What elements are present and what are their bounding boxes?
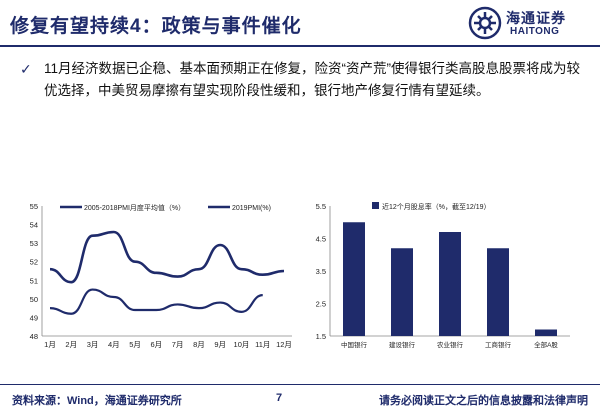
y-tick-label: 2.5 bbox=[316, 300, 326, 309]
x-tick-label: 4月 bbox=[108, 340, 120, 349]
y-tick-label: 4.5 bbox=[316, 235, 326, 244]
x-tick-label: 8月 bbox=[193, 340, 205, 349]
y-tick-label: 55 bbox=[30, 202, 38, 211]
pmi-line-chart: 48 49 50 51 52 53 54 55 1月 2月 3月 4月 5月 6月 7月 8月 9月 10月 11月… bbox=[20, 200, 300, 360]
source-note: 资料来源：Wind，海通证券研究所 bbox=[12, 395, 182, 407]
company-logo: 海通证券 HAITONG bbox=[468, 6, 588, 42]
bar-2 bbox=[391, 248, 413, 336]
x-tick-label: 7月 bbox=[172, 340, 184, 349]
y-tick-label: 53 bbox=[30, 239, 38, 248]
series-line-1 bbox=[49, 230, 285, 284]
series-line-2 bbox=[49, 288, 263, 315]
y-tick-label: 50 bbox=[30, 295, 38, 304]
x-tick-label: 全部A股 bbox=[534, 340, 558, 349]
x-tick-label: 12月 bbox=[276, 340, 292, 349]
pmi-line-chart-svg: 48 49 50 51 52 53 54 55 1月 2月 3月 4月 5月 6月 7月 8月 9月 10月 11月… bbox=[30, 202, 292, 349]
disclaimer-note: 请务必阅读正文之后的信息披露和法律声明 bbox=[379, 395, 588, 407]
legend-label: 2005-2018PMI月度平均值（%） bbox=[84, 203, 185, 212]
haitong-logo-icon bbox=[468, 6, 502, 40]
x-tick-label: 农业银行 bbox=[437, 340, 464, 349]
bar-4 bbox=[487, 248, 509, 336]
y-tick-label: 52 bbox=[30, 258, 38, 267]
x-tick-label: 9月 bbox=[214, 340, 226, 349]
x-tick-label: 3月 bbox=[87, 340, 99, 349]
x-tick-label: 6月 bbox=[151, 340, 163, 349]
y-tick-label: 54 bbox=[30, 221, 38, 230]
x-tick-label: 中国银行 bbox=[341, 340, 368, 349]
page-title: 修复有望持续4：政策与事件催化 bbox=[10, 16, 302, 37]
y-tick-label: 48 bbox=[30, 332, 38, 341]
x-tick-label: 5月 bbox=[129, 340, 141, 349]
y-tick-label: 49 bbox=[30, 313, 38, 322]
x-tick-label: 建设银行 bbox=[389, 340, 416, 349]
page-number: 7 bbox=[276, 392, 283, 404]
y-tick-label: 5.5 bbox=[316, 202, 326, 211]
logo-subtext: HAITONG bbox=[510, 26, 560, 37]
logo-text: 海通证券 bbox=[506, 11, 566, 27]
y-tick-label: 1.5 bbox=[316, 332, 326, 341]
checkmark-icon: ✓ bbox=[20, 61, 32, 77]
x-tick-label: 2月 bbox=[65, 340, 77, 349]
bullet-text: 11月经济数据已企稳、基本面预期正在修复，险资“资产荒”使得银行类高股息股票将成… bbox=[44, 61, 581, 98]
bar-3 bbox=[439, 232, 461, 336]
x-tick-label: 工商银行 bbox=[485, 340, 512, 349]
y-tick-label: 51 bbox=[30, 276, 38, 285]
y-tick-label: 3.5 bbox=[316, 267, 326, 276]
chart-title-legend: 近12个月股息率（%，截至12/19） bbox=[382, 202, 491, 211]
footer-divider bbox=[0, 384, 600, 385]
slide-footer: 资料来源：Wind，海通证券研究所 7 请务必阅读正文之后的信息披露和法律声明 bbox=[0, 384, 600, 414]
dividend-bar-chart: 1.5 2.5 3.5 4.5 5.5 中国银行 建设银行 农业银行 工商银行 全部A股 近12个月… bbox=[308, 200, 578, 360]
legend-label: 2019PMI(%) bbox=[232, 205, 271, 212]
legend-swatch bbox=[372, 202, 379, 209]
bar-5 bbox=[535, 329, 557, 336]
header-divider bbox=[0, 45, 600, 47]
x-tick-label: 11月 bbox=[255, 340, 270, 349]
slide-header: 修复有望持续4：政策与事件催化 海通证券 HAITONG bbox=[0, 0, 600, 47]
bar-1 bbox=[343, 222, 365, 336]
x-tick-label: 1月 bbox=[44, 340, 56, 349]
dividend-bar-chart-svg: 1.5 2.5 3.5 4.5 5.5 中国银行 建设银行 农业银行 工商银行 全部A股 近12个月… bbox=[316, 202, 570, 349]
x-tick-label: 10月 bbox=[234, 340, 250, 349]
